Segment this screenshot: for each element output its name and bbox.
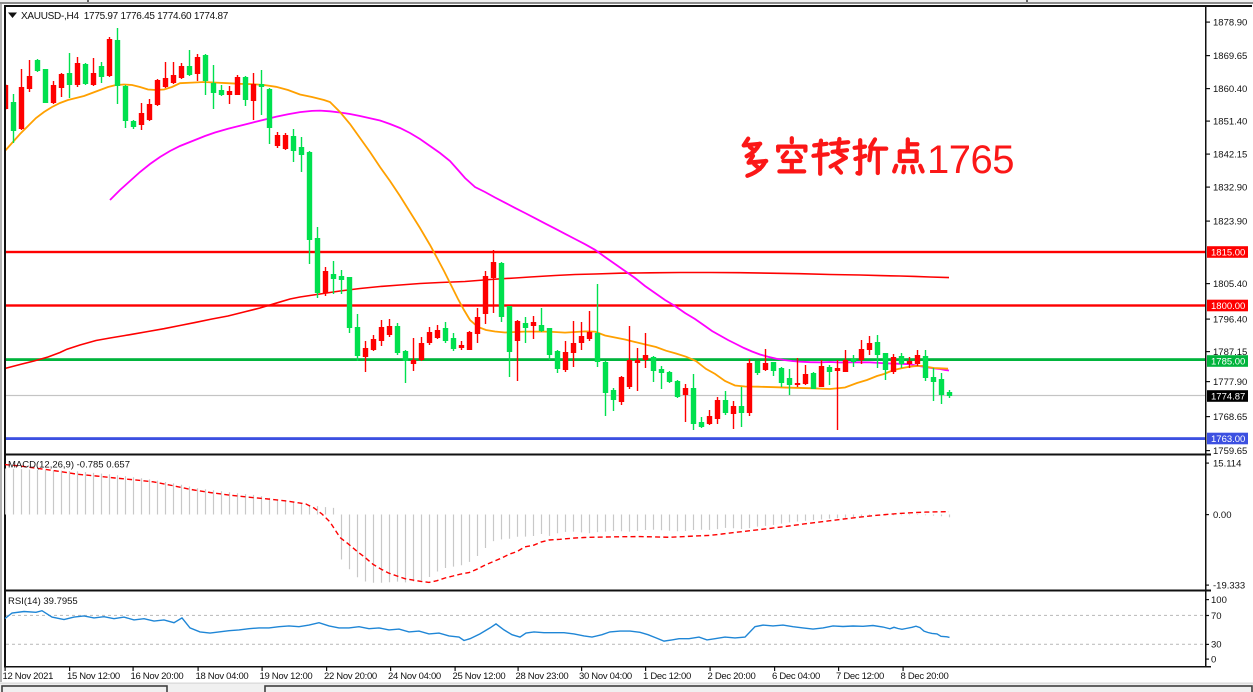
svg-text:0.00: 0.00 — [1213, 510, 1232, 521]
svg-text:0: 0 — [1211, 654, 1216, 665]
svg-text:30: 30 — [1211, 640, 1222, 651]
svg-text:19 Nov 12:00: 19 Nov 12:00 — [260, 671, 313, 682]
svg-text:15.114: 15.114 — [1213, 458, 1241, 469]
svg-text:1787.15: 1787.15 — [1213, 347, 1247, 358]
svg-text:16 Nov 20:00: 16 Nov 20:00 — [131, 671, 184, 682]
svg-text:70: 70 — [1211, 611, 1222, 622]
svg-text:1774.87: 1774.87 — [1211, 392, 1245, 403]
svg-text:1785.00: 1785.00 — [1211, 357, 1245, 368]
svg-text:6 Dec 04:00: 6 Dec 04:00 — [772, 671, 820, 682]
svg-text:1 Dec 12:00: 1 Dec 12:00 — [643, 671, 691, 682]
svg-text:XAUUSD-,H4 1775.97 1776.45 17: XAUUSD-,H4 1775.97 1776.45 1774.60 1774.… — [21, 11, 229, 22]
svg-text:1860.40: 1860.40 — [1213, 84, 1247, 95]
svg-text:1832.90: 1832.90 — [1213, 182, 1247, 193]
svg-text:1823.90: 1823.90 — [1213, 216, 1247, 227]
svg-text:100: 100 — [1211, 595, 1227, 606]
svg-text:30 Nov 04:00: 30 Nov 04:00 — [579, 671, 632, 682]
svg-text:RSI(14) 39.7955: RSI(14) 39.7955 — [8, 596, 78, 607]
svg-text:1763.00: 1763.00 — [1211, 434, 1245, 445]
svg-text:1765: 1765 — [927, 138, 1014, 182]
svg-text:25 Nov 12:00: 25 Nov 12:00 — [453, 671, 506, 682]
svg-text:22 Nov 20:00: 22 Nov 20:00 — [324, 671, 377, 682]
svg-text:1878.90: 1878.90 — [1213, 17, 1247, 28]
svg-text:24 Nov 04:00: 24 Nov 04:00 — [388, 671, 441, 682]
svg-text:8 Dec 20:00: 8 Dec 20:00 — [901, 671, 949, 682]
svg-text:1759.65: 1759.65 — [1213, 446, 1247, 457]
svg-text:1768.65: 1768.65 — [1213, 412, 1247, 423]
svg-text:2 Dec 20:00: 2 Dec 20:00 — [708, 671, 756, 682]
svg-text:1800.00: 1800.00 — [1211, 301, 1245, 312]
svg-text:7 Dec 12:00: 7 Dec 12:00 — [836, 671, 884, 682]
svg-text:28 Nov 23:00: 28 Nov 23:00 — [516, 671, 569, 682]
svg-text:1869.65: 1869.65 — [1213, 51, 1247, 62]
svg-text:15 Nov 12:00: 15 Nov 12:00 — [67, 671, 120, 682]
svg-text:1805.40: 1805.40 — [1213, 279, 1247, 290]
svg-text:1815.00: 1815.00 — [1211, 248, 1245, 259]
svg-text:MACD(12,26,9) -0.785 0.657: MACD(12,26,9) -0.785 0.657 — [8, 460, 130, 471]
svg-text:12 Nov 2021: 12 Nov 2021 — [3, 671, 54, 682]
svg-text:1842.15: 1842.15 — [1213, 149, 1247, 160]
svg-text:1796.40: 1796.40 — [1213, 314, 1247, 325]
svg-text:18 Nov 04:00: 18 Nov 04:00 — [196, 671, 249, 682]
svg-text:1777.90: 1777.90 — [1213, 377, 1247, 388]
svg-text:1851.40: 1851.40 — [1213, 116, 1247, 127]
svg-text:-19.333: -19.333 — [1213, 580, 1245, 591]
